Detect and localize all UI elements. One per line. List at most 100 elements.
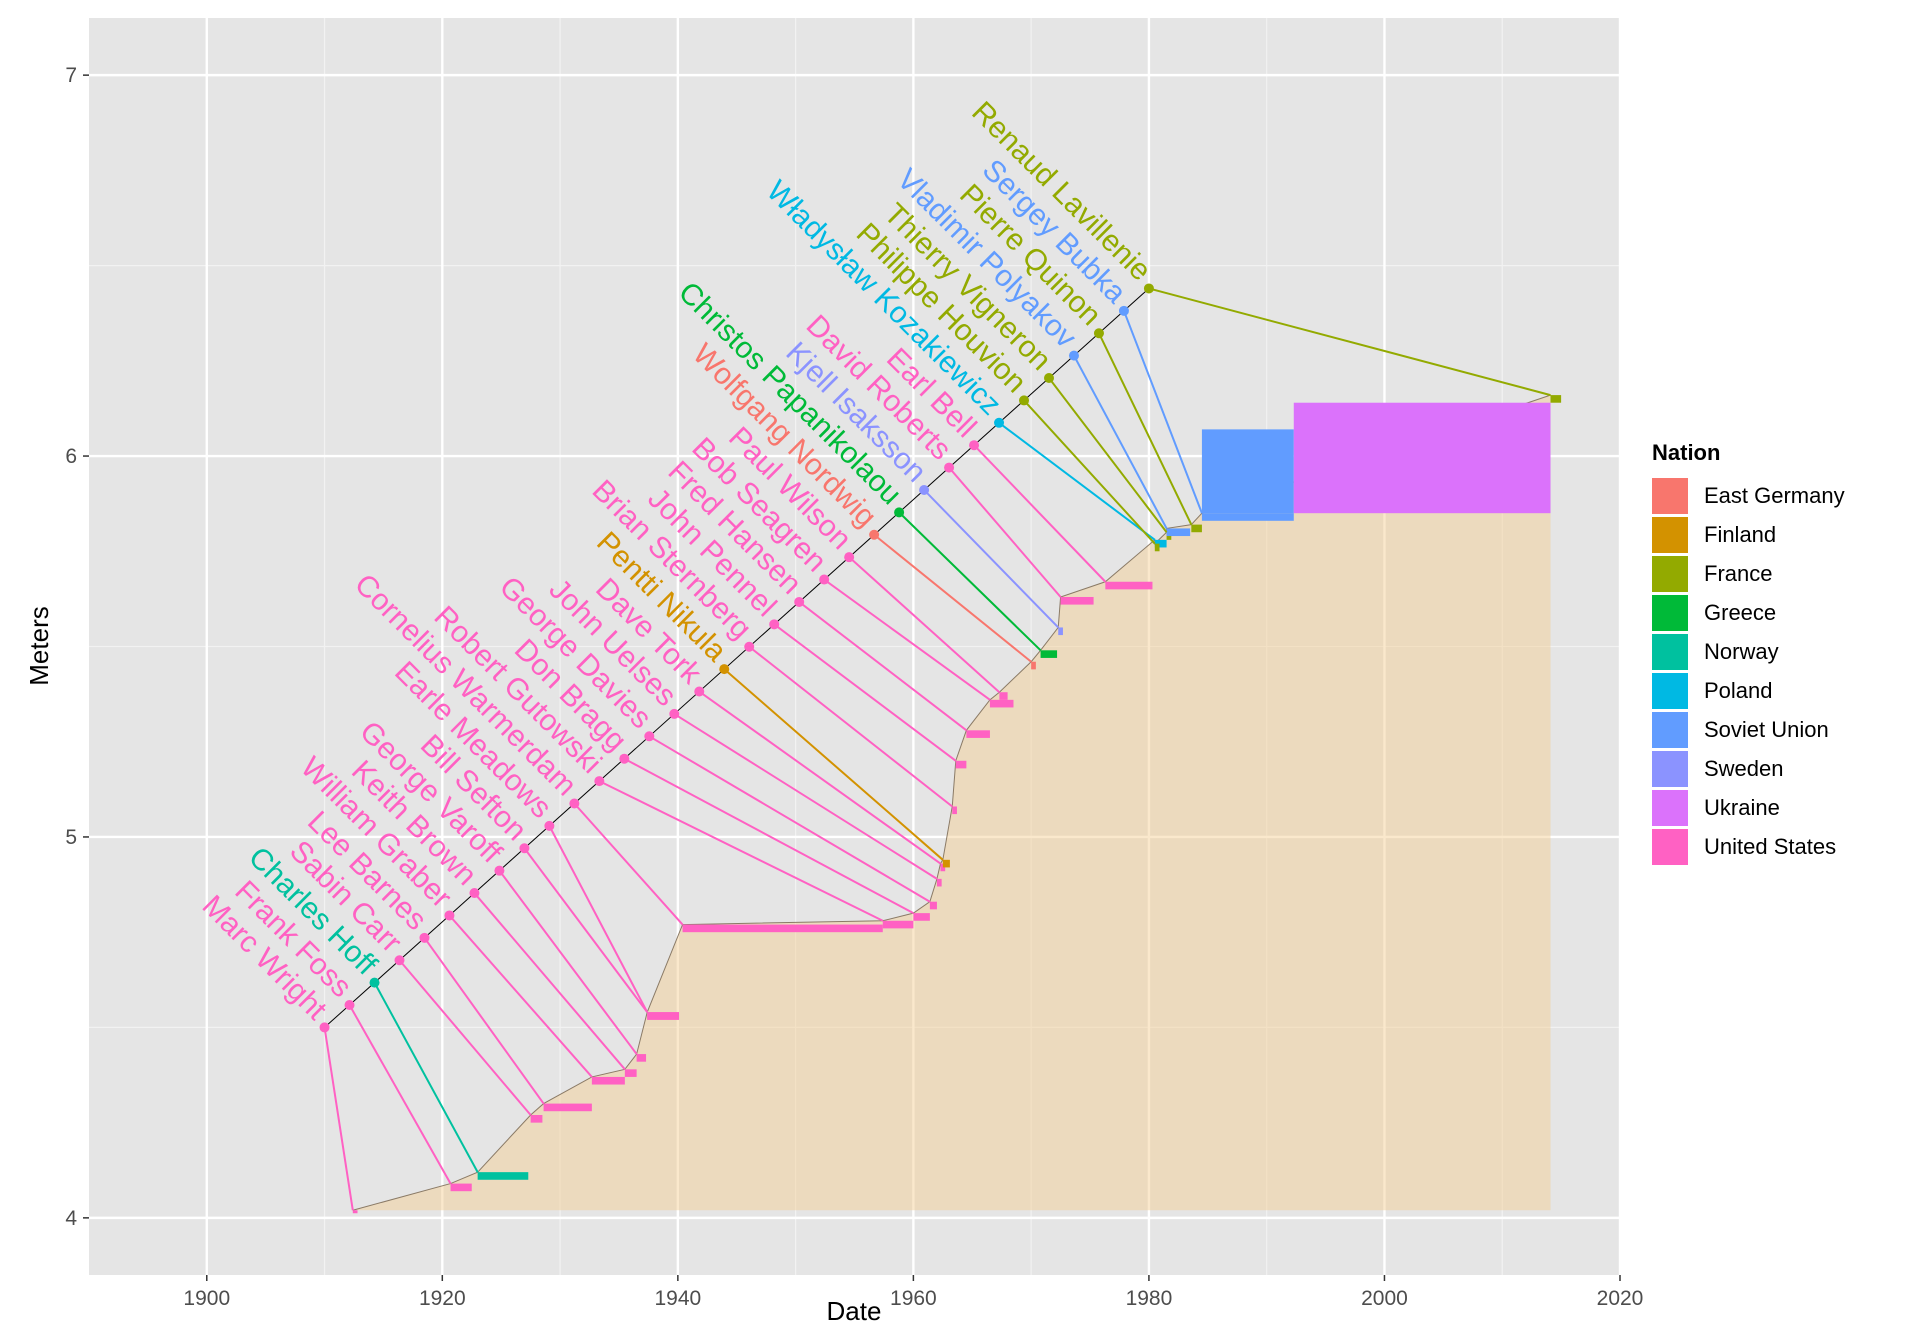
- label-connector: [348, 1004, 452, 1185]
- label-connector: [623, 757, 914, 915]
- record-point: [1093, 328, 1104, 339]
- record-bar: [1191, 524, 1202, 533]
- record-bar: [543, 1103, 592, 1112]
- record-point: [769, 619, 780, 630]
- record-bar: [966, 730, 990, 738]
- record-point: [669, 708, 680, 719]
- record-point: [1118, 305, 1129, 316]
- x-tick-label: 1960: [890, 1287, 937, 1310]
- label-connector: [398, 959, 532, 1116]
- y-tick-label: 6: [65, 445, 77, 468]
- y-tick-label: 4: [65, 1207, 77, 1230]
- label-connector: [873, 533, 1032, 663]
- legend-title: Nation: [1652, 440, 1720, 465]
- y-tick-label: 7: [65, 64, 77, 87]
- y-axis-title: Meters: [24, 606, 54, 685]
- legend-label: France: [1704, 561, 1772, 586]
- record-point: [469, 888, 480, 899]
- label-connector: [548, 825, 649, 1013]
- label-connector: [773, 623, 957, 762]
- record-progression-area: [352, 395, 1551, 1211]
- record-point: [1143, 283, 1154, 294]
- record-point: [1019, 395, 1030, 406]
- record-bar: [952, 806, 957, 815]
- axes: 1900 1920 1940 1960 1980 2000 2020 4 5 6 7: [65, 64, 1643, 1310]
- record-point: [719, 664, 730, 675]
- record-bar: [477, 1172, 529, 1180]
- record-bar: [1293, 402, 1551, 514]
- label-connector: [373, 982, 479, 1173]
- label-connector: [1148, 287, 1551, 397]
- record-point: [419, 932, 430, 943]
- label-connector: [598, 780, 884, 922]
- record-point: [344, 1000, 355, 1011]
- record-bar: [352, 1210, 358, 1214]
- x-tick-label: 1920: [419, 1287, 466, 1310]
- legend-swatch: [1652, 790, 1688, 826]
- record-bars: [352, 395, 1562, 1214]
- record-bar: [624, 1069, 637, 1077]
- record-bar: [989, 699, 1014, 708]
- minor-gridlines: [89, 18, 1620, 1275]
- record-point: [1043, 373, 1054, 384]
- x-tick-label: 1940: [654, 1287, 701, 1310]
- label-connector: [823, 578, 991, 701]
- label-connector: [1098, 332, 1193, 526]
- x-tick-label: 2000: [1361, 1287, 1408, 1310]
- record-bar: [1201, 513, 1294, 521]
- record-bar: [1201, 429, 1294, 514]
- label-connector: [1073, 355, 1168, 529]
- record-bar: [1060, 596, 1094, 605]
- legend-swatch: [1652, 517, 1688, 553]
- label-connector: [673, 713, 938, 880]
- label-connector: [1123, 310, 1203, 514]
- label-connector: [323, 1027, 354, 1211]
- legend-swatch: [1652, 712, 1688, 748]
- label-connector: [523, 847, 649, 1013]
- record-point: [969, 440, 980, 451]
- record-bar: [1058, 627, 1063, 636]
- label-connector: [748, 645, 953, 808]
- record-bar: [682, 924, 883, 933]
- legend-swatch: [1652, 634, 1688, 670]
- label-connectors: [323, 287, 1551, 1211]
- record-bar: [942, 859, 950, 868]
- record-point: [544, 820, 555, 831]
- record-point: [1068, 350, 1079, 361]
- legend-label: Greece: [1704, 600, 1776, 625]
- legend-label: Soviet Union: [1704, 717, 1829, 742]
- record-point: [819, 574, 830, 585]
- legend-swatch: [1652, 829, 1688, 865]
- label-connector: [1023, 399, 1156, 545]
- record-bar: [913, 913, 930, 921]
- record-bar: [450, 1183, 472, 1192]
- label-connector: [798, 601, 967, 732]
- legend-swatch: [1652, 751, 1688, 787]
- record-point: [744, 641, 755, 652]
- x-tick-label: 1900: [183, 1287, 230, 1310]
- record-point: [444, 910, 455, 921]
- record-bar: [882, 920, 914, 929]
- record-point: [694, 686, 705, 697]
- record-point: [894, 507, 905, 518]
- record-bar: [1031, 661, 1036, 670]
- record-point: [844, 552, 855, 563]
- label-connector: [473, 892, 626, 1070]
- record-point: [319, 1022, 330, 1033]
- label-connector: [848, 556, 1001, 693]
- record-bar: [1040, 650, 1058, 658]
- legend-swatch: [1652, 595, 1688, 631]
- legend-label: United States: [1704, 834, 1836, 859]
- legend-label: Poland: [1704, 678, 1773, 703]
- record-bar: [1105, 581, 1153, 590]
- label-connector: [448, 914, 593, 1078]
- record-point: [369, 977, 380, 988]
- legend-label: Finland: [1704, 522, 1776, 547]
- record-point: [869, 529, 880, 540]
- label-connector: [498, 870, 638, 1055]
- record-bar: [1166, 528, 1191, 537]
- legend-swatch: [1652, 478, 1688, 514]
- record-bar: [1550, 395, 1562, 403]
- legend: Nation East Germany Finland France Greece No…: [1652, 440, 1845, 865]
